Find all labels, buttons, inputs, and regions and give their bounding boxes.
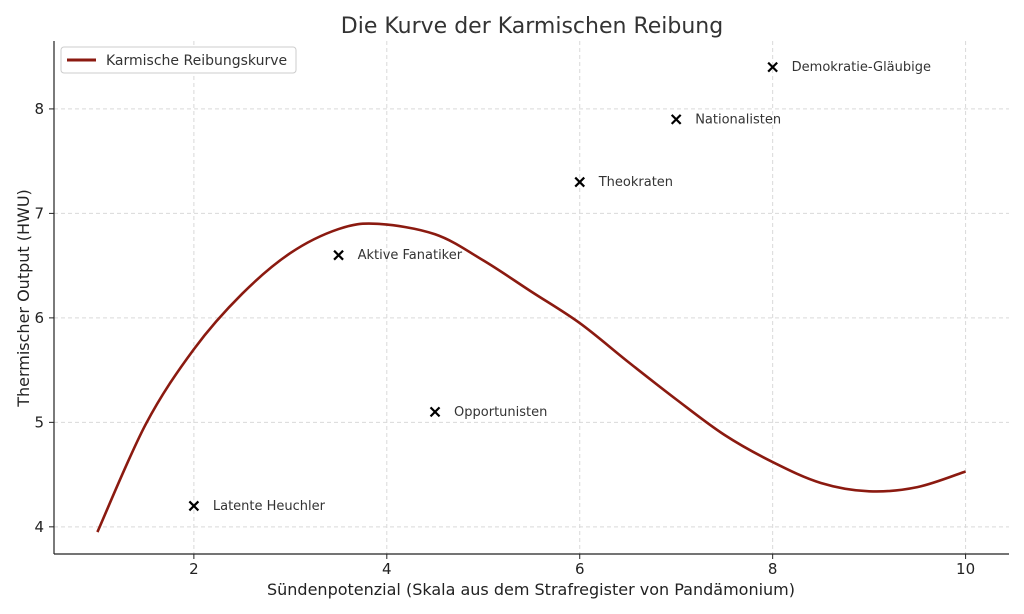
legend: Karmische Reibungskurve	[60, 46, 297, 74]
data-point: Nationalisten	[670, 112, 781, 127]
y-axis-label: Thermischer Output (HWU)	[14, 189, 33, 408]
y-tick-label: 5	[34, 413, 44, 431]
points-layer: Latente Heuchler Aktive Fanatiker Opportun…	[188, 60, 931, 514]
x-tick-label: 8	[768, 560, 778, 578]
data-point: Demokratie-Gläubige	[767, 60, 931, 75]
y-tick-label: 4	[34, 518, 44, 536]
axes: 2 4 6 8 10 4 5 6 7 8	[34, 41, 1009, 578]
x-tick-label: 6	[575, 560, 585, 578]
point-marker-stroke	[767, 61, 778, 73]
data-point: Opportunisten	[429, 405, 547, 420]
point-marker-stroke	[333, 249, 344, 261]
point-marker-stroke	[574, 176, 586, 188]
point-label: Nationalisten	[695, 112, 781, 127]
chart-title: Die Kurve der Karmischen Reibung	[341, 14, 723, 39]
legend-entry-curve: Karmische Reibungskurve	[106, 53, 287, 69]
point-marker-stroke	[429, 406, 441, 418]
data-point: Latente Heuchler	[188, 499, 326, 514]
point-marker-stroke	[670, 114, 682, 125]
series-line-karmische-reibungskurve	[96, 222, 966, 533]
y-tick-label: 6	[34, 309, 44, 327]
x-tick-label: 2	[189, 560, 199, 578]
point-label: Demokratie-Gläubige	[792, 60, 931, 75]
point-label: Latente Heuchler	[213, 499, 326, 514]
curve-layer	[96, 222, 966, 533]
legend-box	[60, 46, 297, 74]
point-label: Theokraten	[598, 175, 673, 190]
data-point: Theokraten	[574, 175, 673, 190]
x-tick-label: 4	[382, 560, 392, 578]
point-label: Aktive Fanatiker	[358, 248, 463, 263]
data-point: Aktive Fanatiker	[333, 248, 463, 263]
y-tick-label: 7	[34, 204, 44, 222]
point-marker-stroke	[188, 500, 200, 512]
point-label: Opportunisten	[454, 405, 547, 420]
grid	[54, 41, 1009, 554]
x-tick-label: 10	[956, 560, 975, 578]
y-tick-label: 8	[34, 100, 44, 118]
x-axis-label: Sündenpotenzial (Skala aus dem Strafregi…	[267, 580, 795, 599]
